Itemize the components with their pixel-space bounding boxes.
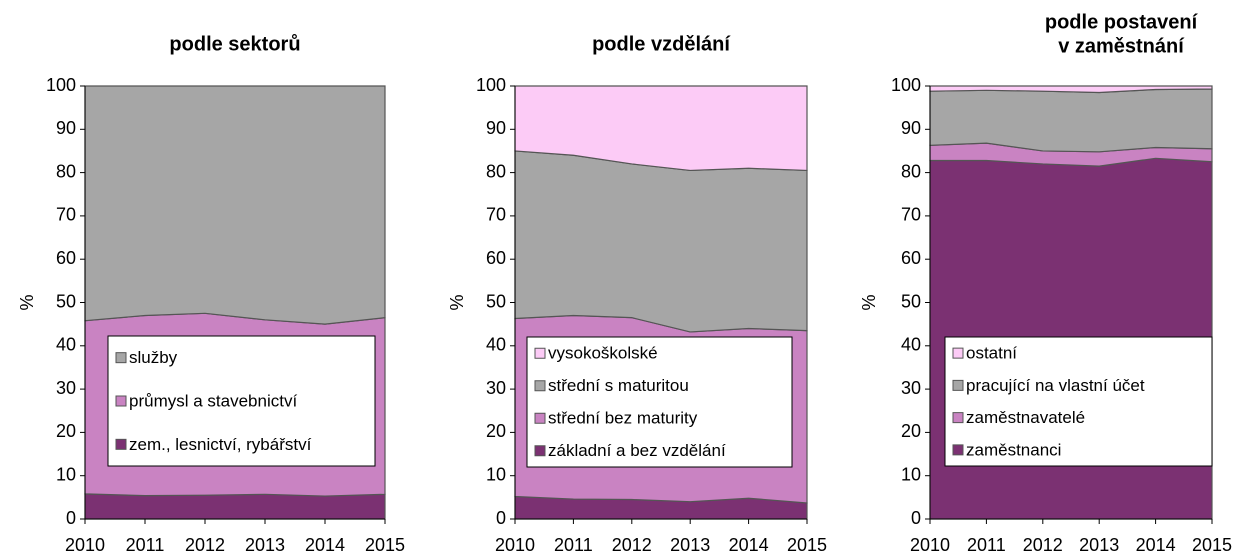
- legend-label: ostatní: [966, 344, 1017, 363]
- chart-title: podle sektorů: [169, 33, 300, 55]
- x-tick-label: 2014: [1136, 535, 1176, 555]
- legend-swatch: [952, 347, 964, 359]
- y-tick-label: 90: [901, 118, 921, 138]
- legend-label: zem., lesnictví, rybářství: [129, 435, 312, 454]
- y-tick-label: 80: [901, 161, 921, 181]
- x-tick-label: 2010: [495, 535, 535, 555]
- y-tick-label: 0: [66, 508, 76, 528]
- legend-box: [107, 335, 376, 467]
- legend-swatch: [952, 412, 964, 424]
- y-tick-label: 60: [56, 248, 76, 268]
- y-tick-label: 20: [486, 421, 506, 441]
- legend-swatch: [115, 438, 127, 450]
- x-tick-label: 2013: [245, 535, 285, 555]
- y-tick-label: 100: [46, 75, 76, 95]
- y-axis-label: %: [17, 294, 37, 310]
- area: [84, 493, 386, 520]
- y-axis-label: %: [859, 294, 879, 310]
- legend-label: zaměstnanci: [966, 440, 1061, 459]
- y-tick-label: 30: [486, 378, 506, 398]
- y-tick-label: 30: [56, 378, 76, 398]
- x-tick-label: 2015: [787, 535, 827, 555]
- y-tick-label: 40: [56, 335, 76, 355]
- y-tick-label: 100: [476, 75, 506, 95]
- y-tick-label: 50: [901, 291, 921, 311]
- area: [929, 88, 1213, 153]
- chart-title: podle postavení: [1045, 11, 1199, 33]
- x-tick-label: 2015: [365, 535, 405, 555]
- y-tick-label: 70: [901, 205, 921, 225]
- y-tick-label: 10: [56, 464, 76, 484]
- x-tick-label: 2011: [126, 535, 165, 555]
- x-tick-label: 2012: [185, 535, 225, 555]
- legend-box: [944, 336, 1213, 467]
- y-axis-label: %: [447, 294, 467, 310]
- y-tick-label: 0: [496, 508, 506, 528]
- x-tick-label: 2014: [729, 535, 769, 555]
- y-tick-label: 30: [901, 378, 921, 398]
- legend-swatch: [115, 395, 127, 407]
- legend-label: služby: [129, 348, 178, 367]
- legend-swatch: [534, 445, 546, 457]
- y-tick-label: 20: [901, 421, 921, 441]
- y-tick-label: 10: [486, 464, 506, 484]
- y-tick-label: 90: [486, 118, 506, 138]
- y-tick-label: 60: [486, 248, 506, 268]
- area: [514, 85, 808, 172]
- x-tick-label: 2012: [1023, 535, 1063, 555]
- x-tick-label: 2010: [65, 535, 105, 555]
- legend-label: střední bez maturity: [548, 409, 698, 428]
- chart-title: v zaměstnání: [1058, 35, 1185, 57]
- y-tick-label: 70: [56, 205, 76, 225]
- y-tick-label: 80: [56, 161, 76, 181]
- y-tick-label: 50: [56, 291, 76, 311]
- legend-label: střední s maturitou: [548, 376, 689, 395]
- legend-label: základní a bez vzdělání: [548, 441, 726, 460]
- x-tick-label: 2015: [1192, 535, 1232, 555]
- legend-swatch: [534, 347, 546, 359]
- x-tick-label: 2011: [967, 535, 1006, 555]
- x-tick-label: 2012: [612, 535, 652, 555]
- legend-swatch: [534, 412, 546, 424]
- legend-label: vysokoškolské: [548, 344, 658, 363]
- legend-swatch: [534, 380, 546, 392]
- y-tick-label: 90: [56, 118, 76, 138]
- legend-label: průmysl a stavebnictví: [129, 391, 297, 410]
- y-tick-label: 50: [486, 291, 506, 311]
- y-tick-label: 40: [901, 335, 921, 355]
- y-tick-label: 10: [901, 464, 921, 484]
- legend-swatch: [952, 444, 964, 456]
- x-tick-label: 2014: [305, 535, 345, 555]
- legend-swatch: [952, 379, 964, 391]
- chart-title: podle vzdělání: [592, 33, 731, 55]
- y-tick-label: 0: [911, 508, 921, 528]
- y-tick-label: 100: [891, 75, 921, 95]
- x-tick-label: 2013: [670, 535, 710, 555]
- y-tick-label: 40: [486, 335, 506, 355]
- y-tick-label: 70: [486, 205, 506, 225]
- legend-label: pracující na vlastní účet: [966, 376, 1145, 395]
- x-tick-label: 2010: [910, 535, 950, 555]
- area: [84, 85, 386, 325]
- y-tick-label: 20: [56, 421, 76, 441]
- x-tick-label: 2013: [1079, 535, 1119, 555]
- x-tick-label: 2011: [554, 535, 593, 555]
- y-tick-label: 80: [486, 161, 506, 181]
- area: [514, 150, 808, 333]
- area: [929, 85, 1213, 94]
- legend-swatch: [115, 352, 127, 364]
- y-tick-label: 60: [901, 248, 921, 268]
- legend-label: zaměstnavatelé: [966, 408, 1085, 427]
- legend-box: [526, 336, 793, 468]
